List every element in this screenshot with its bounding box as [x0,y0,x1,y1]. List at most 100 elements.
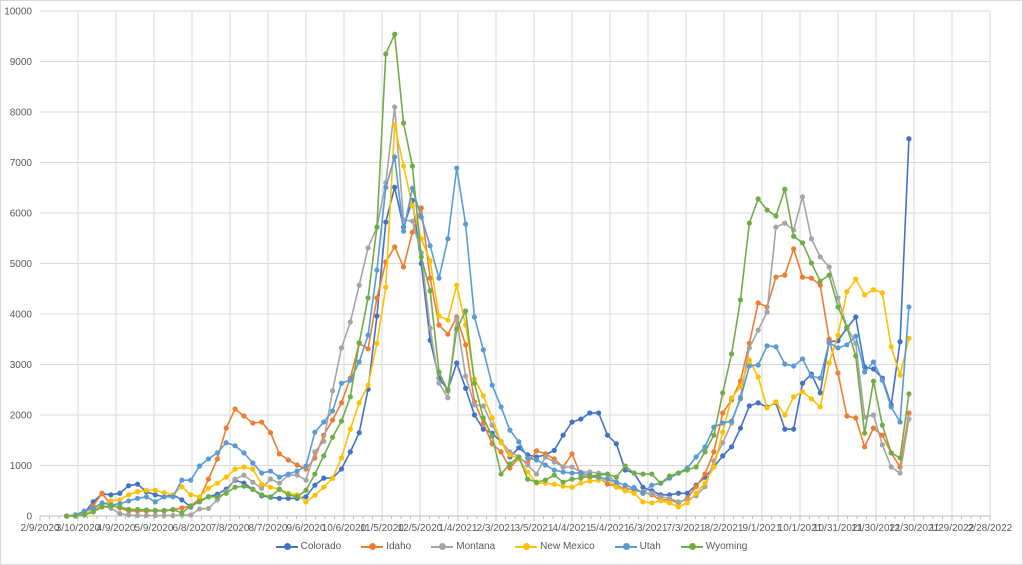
data-point-new-mexico [764,405,770,411]
data-point-new-mexico [817,404,823,410]
data-point-montana [330,388,336,394]
data-point-new-mexico [569,484,575,490]
data-point-new-mexico [560,483,566,489]
data-point-utah [729,418,735,424]
data-point-montana [480,403,486,409]
data-point-montana [542,454,549,460]
data-point-wyoming [480,415,486,421]
data-point-colorado [392,184,398,190]
data-point-new-mexico [746,357,752,363]
data-point-colorado [516,445,522,451]
data-point-wyoming [205,494,212,500]
data-point-utah [799,356,806,362]
data-point-new-mexico [214,480,220,486]
data-point-idaho [330,417,336,423]
data-point-wyoming [764,207,770,213]
data-point-idaho [250,420,256,426]
data-point-utah [356,359,362,365]
data-point-new-mexico [879,290,885,296]
data-point-utah [737,396,744,402]
data-point-utah [321,419,327,425]
data-point-wyoming [773,213,779,219]
data-point-wyoming [853,353,859,359]
data-point-utah [330,408,336,414]
data-point-utah [693,454,699,460]
data-point-wyoming [161,507,167,514]
series-line-idaho [66,207,910,517]
data-point-colorado [587,410,593,416]
data-point-colorado [321,475,327,481]
data-point-montana [126,512,132,518]
data-point-idaho [445,331,451,337]
data-point-wyoming [108,503,114,509]
data-point-wyoming [90,509,96,515]
data-point-utah [392,154,398,160]
data-point-wyoming [897,455,903,461]
data-point-wyoming [214,494,220,500]
x-tick-label: 10/1/2021 [778,523,823,534]
data-point-wyoming [862,430,868,436]
data-point-wyoming [418,254,424,260]
data-point-utah [223,440,229,446]
data-point-new-mexico [702,480,708,486]
data-point-utah [400,228,407,234]
data-point-idaho [392,244,398,250]
data-point-wyoming [427,288,433,294]
data-point-idaho [773,274,779,280]
x-tick-label: 9/1/2021 [743,523,782,534]
data-point-idaho [507,465,513,471]
data-point-new-mexico [179,484,185,490]
data-point-montana [427,325,433,331]
data-point-new-mexico [684,500,690,506]
series-line-montana [66,106,910,517]
data-point-wyoming [569,476,575,482]
data-point-idaho [604,481,611,487]
data-point-new-mexico [773,399,779,405]
data-point-new-mexico [622,488,628,494]
data-point-new-mexico [143,487,149,493]
data-point-wyoming [844,324,850,330]
data-point-wyoming [791,233,797,239]
data-point-idaho [205,476,212,482]
data-point-new-mexico [347,426,353,432]
data-point-new-mexico [808,396,815,402]
legend-label: Idaho [386,541,412,552]
data-point-wyoming [693,464,699,470]
data-point-idaho [755,300,761,306]
data-point-idaho [365,346,371,352]
x-tick-label: 1/4/2021 [439,523,478,534]
data-point-utah [463,221,469,227]
data-point-wyoming [782,186,788,192]
x-tick-label: 6/3/2021 [629,523,668,534]
data-point-new-mexico [267,484,274,490]
data-point-new-mexico [152,487,158,493]
data-point-montana [764,309,770,315]
data-point-colorado [312,482,318,488]
data-point-colorado [152,492,158,498]
data-point-montana [347,319,353,325]
data-point-new-mexico [711,464,717,470]
data-point-wyoming [143,507,149,513]
data-point-idaho [862,444,868,450]
data-point-montana [525,462,531,468]
data-point-colorado [463,385,469,391]
legend-label: Montana [456,541,496,552]
data-point-utah [285,471,291,477]
data-point-new-mexico [737,384,744,390]
data-point-utah [276,474,282,480]
data-point-wyoming [613,474,619,480]
data-point-wyoming [604,471,611,477]
data-point-colorado [569,419,575,425]
data-point-utah [525,455,531,461]
data-point-wyoming [400,120,407,126]
legend-label: Wyoming [705,541,748,552]
y-tick-label: 6000 [10,209,33,220]
data-point-utah [817,375,823,381]
data-point-idaho [870,425,877,431]
data-point-utah [445,236,451,242]
data-point-utah [560,469,566,475]
data-point-montana [232,476,238,482]
data-point-colorado [791,426,797,432]
data-point-wyoming [525,476,531,482]
